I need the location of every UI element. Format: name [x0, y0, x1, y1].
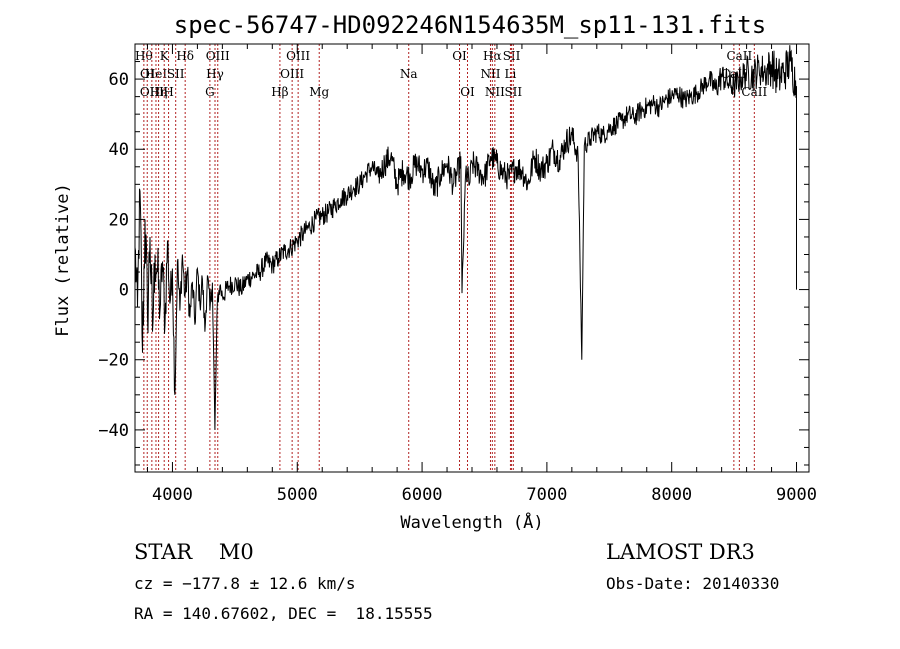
marker-label: Mg [309, 85, 329, 99]
marker-label: OI [460, 85, 475, 99]
marker-label: OIII [140, 85, 164, 99]
chart-title: spec-56747-HD092246N154635M_sp11-131.fit… [174, 11, 766, 39]
marker-label: OIII [206, 49, 230, 63]
ra-dec-coordinates: RA = 140.67602, DEC = 18.15555 [134, 604, 433, 623]
y-axis-ticks: −40 −20 0 20 40 60 [98, 43, 809, 466]
plot-frame [134, 43, 810, 473]
y-tick-label: 0 [119, 281, 129, 301]
x-tick-label: 4000 [152, 485, 193, 505]
spectrum-line [134, 45, 797, 430]
marker-label: OI [452, 49, 467, 63]
x-axis-label: Wavelength (Å) [400, 511, 543, 533]
marker-label: Li [505, 67, 517, 81]
y-axis-label: Flux (relative) [53, 183, 73, 337]
marker-label: SII [503, 49, 521, 63]
marker-label: Hη [150, 85, 168, 99]
marker-label: NII [485, 85, 505, 99]
x-tick-label: 9000 [776, 485, 817, 505]
y-tick-label: 40 [109, 140, 129, 160]
marker-label: H [163, 85, 173, 99]
marker-label: Hβ [271, 85, 288, 99]
y-tick-label: 20 [109, 210, 129, 230]
marker-label: Na [400, 67, 418, 81]
x-tick-label: 5000 [277, 485, 318, 505]
spectrum-series [134, 45, 797, 430]
x-tick-label: 6000 [402, 485, 443, 505]
marker-label: OIII [286, 49, 310, 63]
x-tick-label: 7000 [526, 485, 567, 505]
marker-label: K [160, 49, 170, 63]
x-axis-ticks: 4000 5000 6000 7000 8000 9000 [146, 44, 817, 505]
marker-label: HeI [145, 67, 168, 81]
marker-label: OI [140, 67, 155, 81]
marker-label: SII [504, 85, 522, 99]
marker-label: SII [167, 67, 185, 81]
redshift-velocity: cz = −177.8 ± 12.6 km/s [134, 574, 356, 593]
marker-label: G [205, 85, 215, 99]
marker-label: OIII [280, 67, 304, 81]
marker-label: Hδ [176, 49, 194, 63]
survey-name: LAMOST DR3 [606, 540, 755, 564]
x-tick-label: 8000 [651, 485, 692, 505]
y-tick-label: 60 [109, 70, 129, 90]
emission-line-markers: Hθ OI OIII HeI Hη K H SII Hδ G Hγ OIII Hβ OIII OIII Mg N… [135, 44, 767, 472]
marker-label: Hθ [135, 49, 153, 63]
marker-label: CaII [741, 85, 767, 99]
y-tick-label: −40 [98, 421, 129, 441]
observation-date: Obs-Date: 20140330 [606, 574, 780, 593]
marker-label: Hα [483, 49, 502, 63]
object-class: STAR M0 [134, 540, 254, 564]
marker-label: Hγ [206, 67, 224, 81]
marker-label: CaII [726, 49, 752, 63]
marker-label: NII [480, 67, 500, 81]
y-tick-label: −20 [98, 351, 129, 371]
